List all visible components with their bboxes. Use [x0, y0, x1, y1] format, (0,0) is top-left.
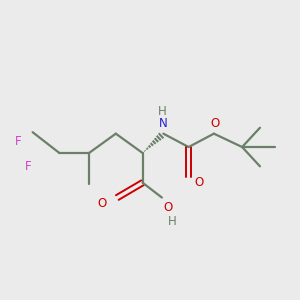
- Text: F: F: [25, 160, 32, 173]
- Text: O: O: [211, 117, 220, 130]
- Text: O: O: [194, 176, 204, 189]
- Text: H: H: [168, 215, 177, 228]
- Text: N: N: [159, 117, 168, 130]
- Text: H: H: [158, 105, 166, 118]
- Text: O: O: [98, 197, 107, 210]
- Text: O: O: [163, 202, 172, 214]
- Text: F: F: [14, 135, 21, 148]
